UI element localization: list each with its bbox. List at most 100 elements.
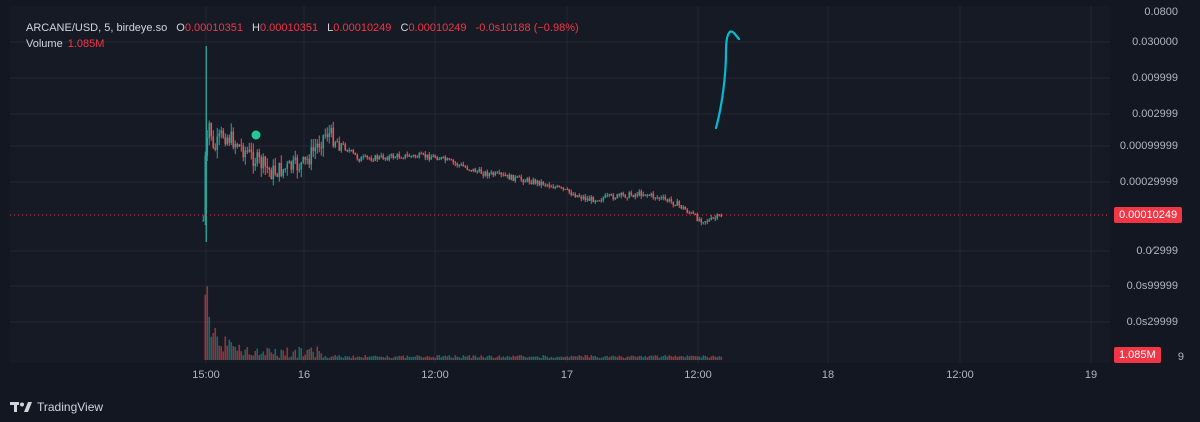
volume-bar	[530, 356, 533, 360]
candle-body	[540, 181, 543, 186]
volume-bar	[356, 356, 359, 360]
candle-body	[414, 155, 417, 157]
candle-body	[294, 157, 297, 160]
tradingview-brand[interactable]: TradingView	[10, 399, 103, 415]
volume-bar	[384, 357, 387, 360]
volume-bar	[672, 356, 675, 360]
time-axis[interactable]: 15:00 16 12:00 17 12:00 18 12:00 19	[10, 363, 1110, 391]
volume-bar	[632, 355, 635, 360]
volume-bar	[388, 357, 391, 360]
candle-body	[292, 159, 295, 170]
volume-bar	[488, 355, 491, 360]
volume-bar	[246, 347, 249, 360]
volume-bar	[472, 355, 475, 360]
volume-bar	[534, 356, 537, 360]
candle-body	[592, 196, 595, 203]
candle-body	[458, 164, 461, 166]
candle-body	[382, 155, 385, 160]
candle-body	[590, 196, 593, 201]
candle-body	[462, 164, 465, 167]
candle-body	[448, 158, 451, 160]
ohlc-row: ARCANE/USD, 5, birdeye.so O0.00010351 H0…	[26, 20, 579, 36]
candle-body	[296, 157, 299, 171]
candle-body	[220, 130, 223, 134]
volume-bar	[604, 356, 607, 360]
volume-bar	[610, 356, 613, 360]
volume-bar	[600, 357, 603, 360]
volume-bar	[362, 357, 365, 360]
candle-body	[600, 200, 603, 202]
volume-bar	[222, 351, 225, 360]
volume-bar	[410, 357, 413, 360]
volume-bar	[248, 354, 251, 360]
volume-bar	[416, 355, 419, 360]
volume-bar	[568, 357, 571, 360]
time-tick: 16	[297, 369, 311, 381]
volume-bar	[302, 356, 305, 360]
volume-bar	[352, 355, 355, 360]
candle-body	[432, 155, 435, 158]
candle-body	[594, 200, 597, 203]
volume-label[interactable]: Volume	[26, 38, 63, 50]
candle-body	[686, 209, 689, 213]
candle-body	[642, 194, 645, 197]
symbol-label[interactable]: ARCANE/USD, 5, birdeye.so	[26, 22, 168, 34]
volume-bar	[300, 348, 303, 360]
volume-bar	[298, 346, 301, 360]
candle-body	[710, 217, 713, 220]
volume-bar	[366, 356, 369, 360]
volume-bar	[208, 316, 211, 360]
candle-body	[316, 143, 319, 148]
volume-bar	[528, 356, 531, 360]
price-tick: 0.0⁄2999	[1136, 245, 1178, 257]
volume-bar	[648, 356, 651, 360]
candle-body	[358, 158, 361, 162]
volume-bar	[274, 348, 277, 360]
candle-body	[270, 169, 273, 180]
high-value: 0.00010351	[259, 22, 319, 34]
volume-bar	[466, 356, 469, 360]
price-tick: 0.030000	[1132, 36, 1178, 48]
candle-body	[480, 169, 483, 174]
volume-bar	[690, 355, 693, 360]
volume-bar	[462, 355, 465, 360]
candle-body	[236, 143, 239, 147]
candle-body	[602, 197, 605, 201]
volume-bar	[228, 339, 231, 360]
volume-bar	[668, 355, 671, 360]
candle-body	[534, 179, 537, 184]
candle-body	[352, 149, 355, 153]
volume-bar	[676, 356, 679, 360]
candle-body	[466, 167, 469, 170]
volume-bar	[574, 356, 577, 360]
price-chart[interactable]	[10, 6, 1110, 363]
candle-body	[492, 172, 495, 176]
candle-body	[230, 131, 233, 143]
volume-bar	[398, 355, 401, 360]
volume-bar	[320, 353, 323, 360]
candle-body	[566, 188, 569, 190]
volume-bar	[216, 336, 219, 360]
volume-bar	[396, 356, 399, 360]
volume-bar	[516, 355, 519, 360]
price-axis[interactable]: 0.0800 0.030000 0.009999 0.002999 0.0009…	[1110, 6, 1200, 363]
candle-body	[420, 153, 423, 155]
candle-body	[268, 167, 271, 170]
candle-body	[612, 194, 615, 200]
low-label: L	[327, 22, 334, 34]
candle-body	[308, 158, 311, 165]
volume-bar	[688, 356, 691, 360]
volume-bar	[452, 357, 455, 360]
candle-body	[582, 196, 585, 199]
candle-body	[386, 157, 389, 160]
candle-body	[574, 193, 577, 198]
volume-bar	[326, 357, 329, 360]
tradingview-logo-icon	[10, 402, 32, 412]
volume-bar	[594, 355, 597, 360]
volume-bar	[696, 356, 699, 360]
chart-plot-area[interactable]: ARCANE/USD, 5, birdeye.so O0.00010351 H0…	[10, 6, 1110, 363]
candle-body	[660, 197, 663, 199]
candle-body	[320, 147, 323, 149]
candle-body	[254, 163, 257, 166]
candle-body	[662, 196, 665, 198]
